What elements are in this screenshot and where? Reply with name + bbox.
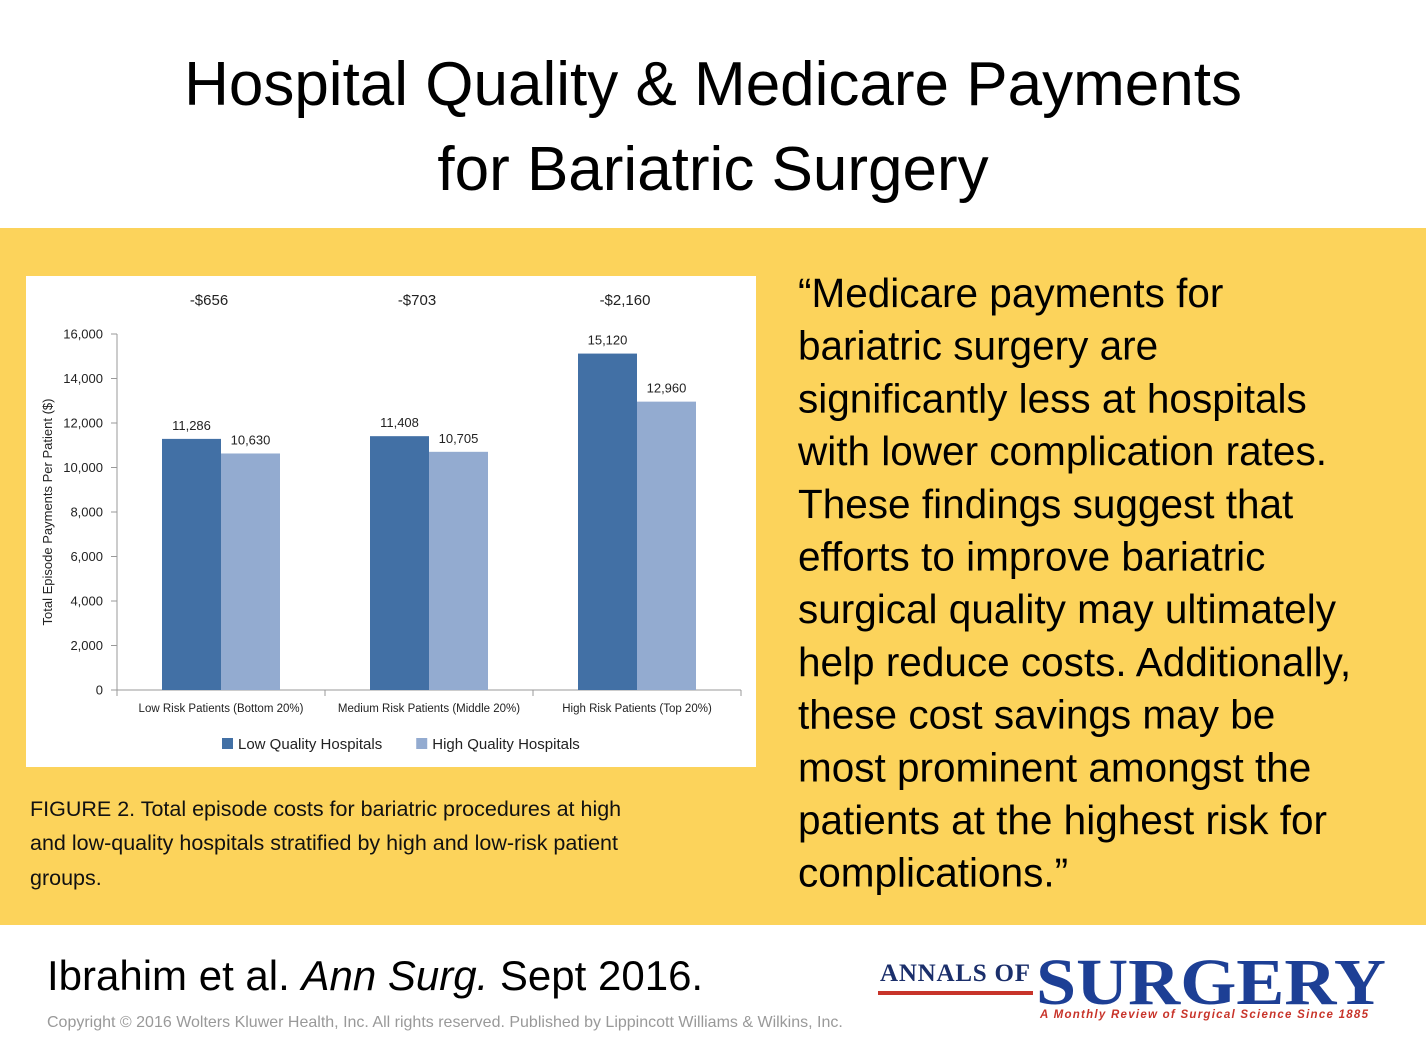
y-tick-label: 4,000 bbox=[70, 594, 103, 609]
logo-rule bbox=[878, 991, 1033, 995]
citation: Ibrahim et al. Ann Surg. Sept 2016. bbox=[47, 952, 703, 999]
y-tick-label: 2,000 bbox=[70, 638, 103, 653]
bar bbox=[162, 438, 221, 690]
annotation: -$703 bbox=[398, 292, 436, 309]
legend-label: High Quality Hospitals bbox=[432, 736, 580, 753]
data-label: 10,630 bbox=[231, 432, 271, 447]
quote-line: complications.” bbox=[798, 850, 1068, 896]
quote-line: most prominent amongst the bbox=[798, 744, 1311, 790]
caption: FIGURE 2. Total episode costs for bariat… bbox=[30, 797, 621, 821]
copyright: Copyright © 2016 Wolters Kluwer Health, … bbox=[47, 1014, 843, 1031]
data-label: 15,120 bbox=[588, 333, 628, 348]
quote-line: significantly less at hospitals bbox=[798, 375, 1307, 421]
quote-line: These findings suggest that bbox=[798, 481, 1293, 527]
citation-journal: Ann Surg. bbox=[298, 952, 488, 999]
data-label: 10,705 bbox=[439, 431, 479, 446]
y-tick-label: 6,000 bbox=[70, 549, 103, 564]
y-tick-label: 0 bbox=[96, 683, 103, 698]
data-label: 11,286 bbox=[172, 418, 211, 433]
caption: and low-quality hospitals stratified by … bbox=[30, 831, 618, 855]
logo-tagline: A Monthly Review of Surgical Science Sin… bbox=[1039, 1009, 1369, 1021]
legend-swatch bbox=[222, 738, 233, 749]
bar bbox=[370, 436, 429, 690]
y-tick-label: 8,000 bbox=[70, 505, 103, 520]
caption: groups. bbox=[30, 866, 102, 890]
quote-line: patients at the highest risk for bbox=[798, 797, 1327, 843]
quote-line: “Medicare payments for bbox=[798, 270, 1223, 316]
quote-line: with lower complication rates. bbox=[797, 428, 1327, 474]
quote-line: help reduce costs. Additionally, bbox=[798, 639, 1351, 685]
y-axis-label: Total Episode Payments Per Patient ($) bbox=[40, 399, 55, 626]
y-tick-label: 16,000 bbox=[63, 327, 103, 342]
bar bbox=[221, 453, 280, 690]
citation-date: Sept 2016. bbox=[488, 952, 703, 999]
quote-line: bariatric surgery are bbox=[798, 323, 1158, 369]
annotation: -$656 bbox=[190, 292, 228, 309]
bar bbox=[429, 451, 488, 690]
legend-label: Low Quality Hospitals bbox=[238, 736, 382, 753]
bar bbox=[637, 401, 696, 690]
quote-line: these cost savings may be bbox=[798, 692, 1275, 738]
x-tick-label: Low Risk Patients (Bottom 20%) bbox=[139, 703, 304, 715]
annotation: -$2,160 bbox=[600, 292, 651, 309]
y-tick-label: 12,000 bbox=[63, 416, 103, 431]
logo-name: SURGERY bbox=[1036, 946, 1386, 1019]
citation-authors: Ibrahim et al. bbox=[47, 952, 301, 999]
x-tick-label: Medium Risk Patients (Middle 20%) bbox=[338, 703, 520, 715]
y-tick-label: 10,000 bbox=[63, 460, 103, 475]
bar bbox=[578, 353, 637, 690]
slide-title: Hospital Quality & Medicare Payments bbox=[184, 50, 1242, 119]
x-tick-label: High Risk Patients (Top 20%) bbox=[562, 703, 712, 715]
y-tick-label: 14,000 bbox=[63, 371, 103, 386]
data-label: 12,960 bbox=[647, 381, 687, 396]
quote-line: surgical quality may ultimately bbox=[798, 586, 1337, 632]
legend-swatch bbox=[416, 738, 428, 749]
quote-line: efforts to improve bariatric bbox=[798, 534, 1265, 580]
slide-title: for Bariatric Surgery bbox=[437, 135, 988, 204]
logo-prefix: ANNALS OF bbox=[880, 960, 1030, 987]
data-label: 11,408 bbox=[380, 415, 419, 430]
